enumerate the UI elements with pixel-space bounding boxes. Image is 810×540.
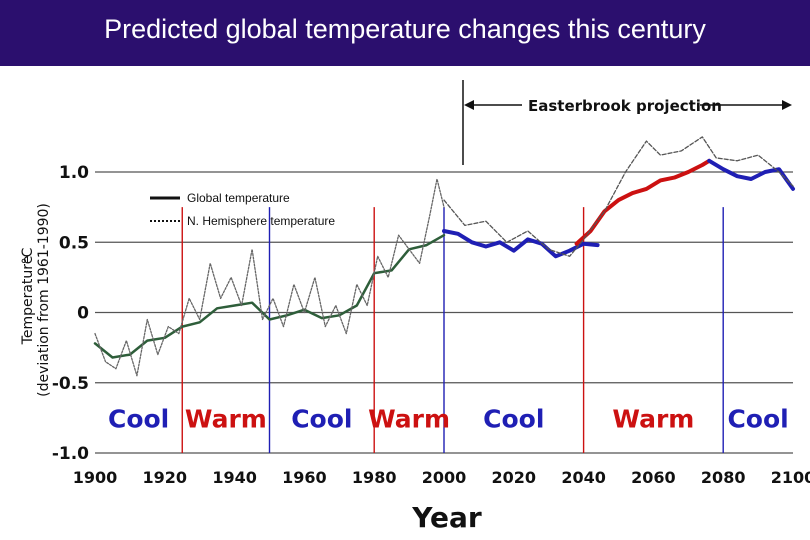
y-axis-unit: °C	[20, 247, 36, 264]
y-tick-label: 1.0	[59, 163, 89, 183]
series-line-1	[94, 178, 445, 377]
period-label: Warm	[185, 405, 267, 434]
x-tick-label: 2000	[422, 468, 467, 487]
period-label: Cool	[727, 405, 788, 434]
x-tick-label: 1960	[282, 468, 327, 487]
x-axis-title: Year	[411, 501, 482, 534]
x-tick-label: 1920	[143, 468, 188, 487]
period-label: Cool	[108, 405, 169, 434]
period-label: Warm	[612, 405, 694, 434]
easterbrook-annotation: Easterbrook projection	[462, 80, 792, 165]
x-tick-label: 2080	[701, 468, 746, 487]
period-label: Cool	[291, 405, 352, 434]
y-tick-label: -1.0	[52, 444, 89, 464]
legend: Global temperature N. Hemisphere tempera…	[150, 191, 335, 228]
svg-text:(deviation from 1961-1990): (deviation from 1961-1990)	[36, 203, 52, 397]
period-label: Cool	[483, 405, 544, 434]
series-line-5	[443, 136, 794, 257]
x-tick-label: 1980	[352, 468, 397, 487]
y-tick-labels: 1.0 0.5 0 -0.5 -1.0	[52, 163, 89, 464]
legend-label-global: Global temperature	[187, 191, 290, 205]
easterbrook-label: Easterbrook projection	[528, 97, 722, 115]
legend-label-nh: N. Hemisphere temperature	[187, 214, 335, 228]
x-tick-label: 2100	[771, 468, 810, 487]
title-bar	[0, 0, 810, 66]
series-line-3	[574, 158, 712, 246]
x-tick-label: 2020	[492, 468, 537, 487]
slide-title: Predicted global temperature changes thi…	[104, 14, 706, 44]
x-tick-label: 1900	[73, 468, 118, 487]
x-tick-labels: 1900 1920 1940 1960 1980 2000 2020 2040 2060 2080…	[73, 468, 810, 487]
x-tick-label: 2040	[561, 468, 606, 487]
period-labels: Cool Warm Cool Warm Cool Warm Cool	[108, 405, 789, 434]
x-tick-label: 1940	[212, 468, 257, 487]
series-line-2	[442, 229, 600, 259]
y-axis-title: Temperature (deviation from 1961-1990)	[20, 203, 52, 397]
series-lines	[93, 136, 795, 377]
period-boundaries	[181, 207, 724, 453]
x-tick-label: 2060	[631, 468, 676, 487]
series-line-4	[707, 158, 795, 191]
period-label: Warm	[368, 405, 450, 434]
y-tick-label: -0.5	[52, 374, 89, 394]
y-tick-label: 0	[77, 304, 89, 324]
svg-text:Temperature: Temperature	[20, 256, 36, 346]
y-tick-label: 0.5	[59, 233, 89, 253]
